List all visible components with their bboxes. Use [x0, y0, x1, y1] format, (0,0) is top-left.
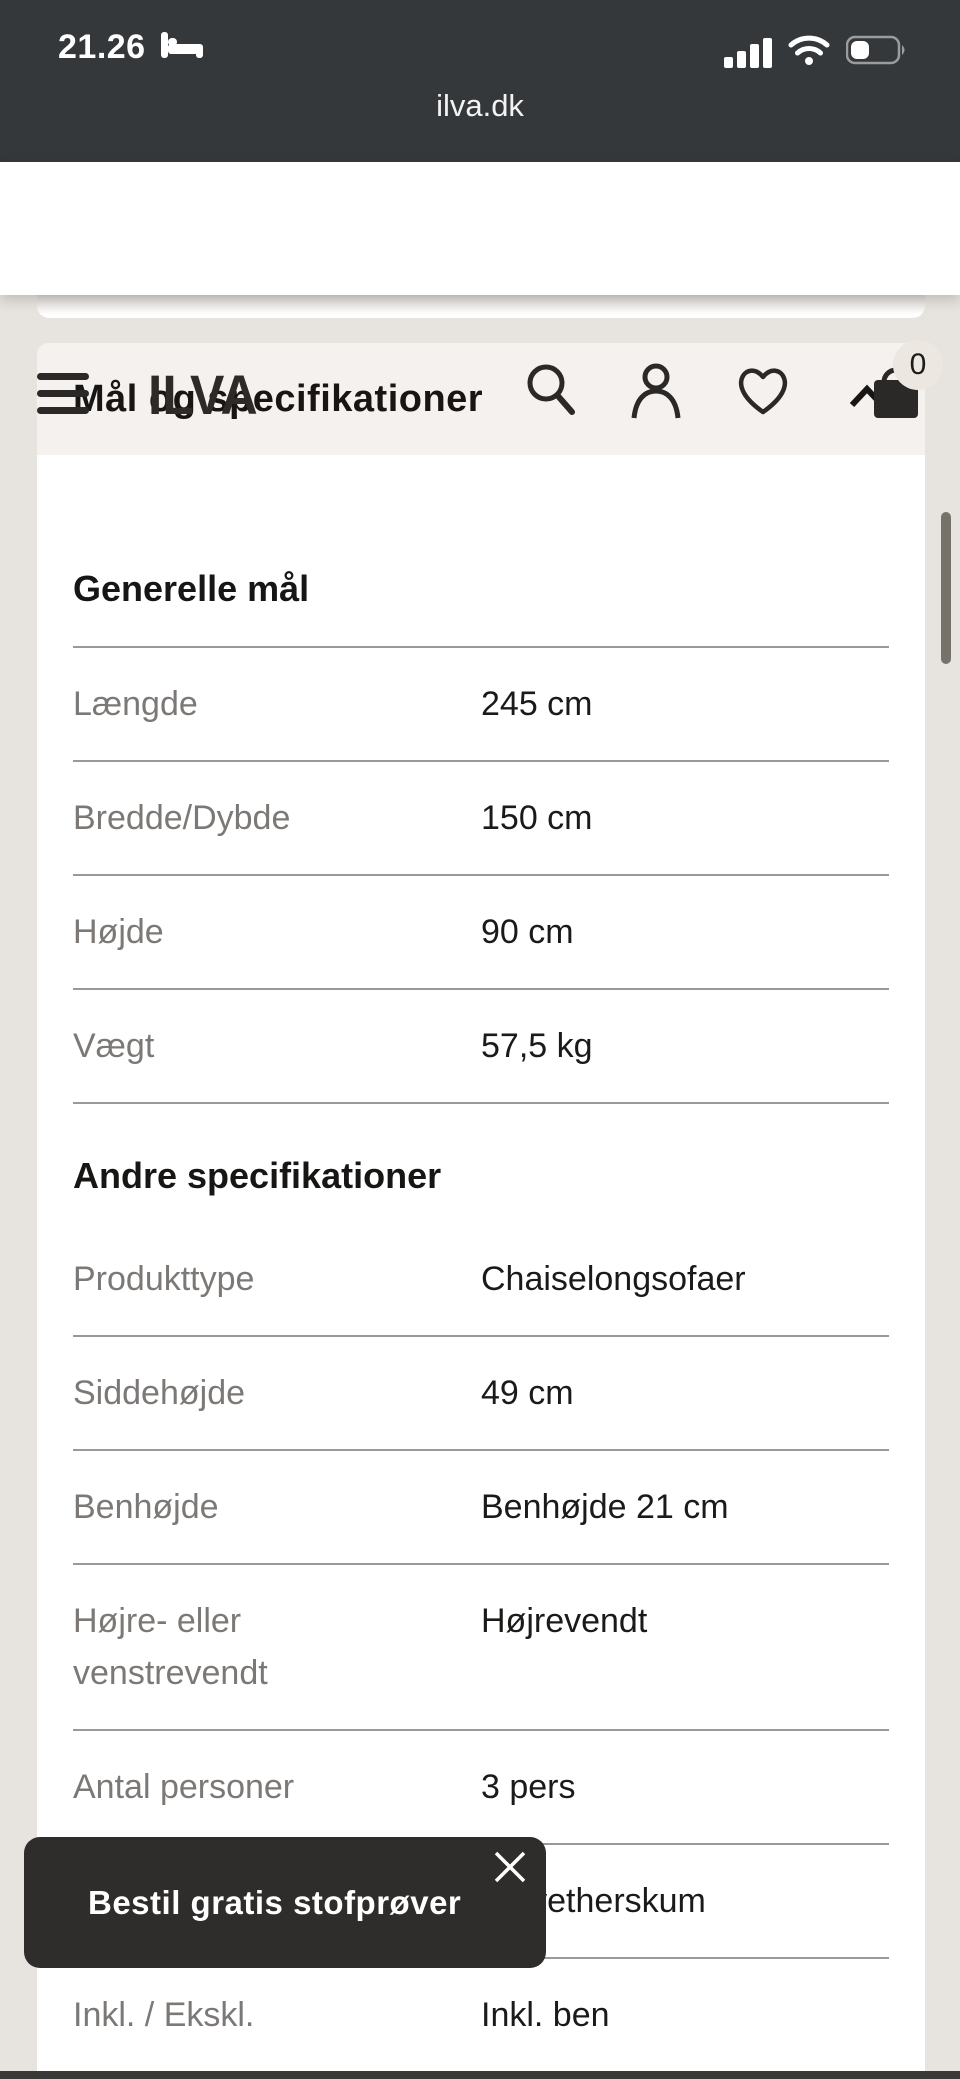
clock: 21.26: [58, 28, 146, 66]
close-icon[interactable]: [492, 1849, 528, 1885]
spec-label: Bredde/Dybde: [73, 799, 291, 837]
spec-rows: Længde 245 cm Bredde/Dybde 150 cm Højde …: [73, 646, 889, 1104]
spec-label: Benhøjde: [73, 1488, 219, 1526]
person-icon[interactable]: [626, 360, 686, 420]
spec-row: Højre- eller venstrevendt Højrevendt: [73, 1565, 889, 1731]
spec-label: Vægt: [73, 1027, 155, 1065]
spec-row: Benhøjde Benhøjde 21 cm: [73, 1451, 889, 1565]
spec-label: Produkttype: [73, 1260, 255, 1298]
page-scrollbar-thumb[interactable]: [941, 512, 951, 664]
spec-section: Andre specifikationer Produkttype Chaise…: [73, 1154, 889, 2073]
fabric-samples-toast[interactable]: Bestil gratis stofprøver: [24, 1837, 546, 1968]
search-icon[interactable]: [521, 360, 581, 420]
spec-value: Højrevendt: [481, 1602, 648, 1640]
spec-rows: Produkttype Chaiselongsofaer Siddehøjde …: [73, 1223, 889, 2073]
spec-row: Produkttype Chaiselongsofaer: [73, 1223, 889, 1337]
bottom-toolbar-edge: [0, 2071, 960, 2079]
status-left: 21.26: [58, 28, 204, 67]
spec-label: Siddehøjde: [73, 1374, 246, 1412]
wifi-icon: [788, 34, 830, 71]
specifications-body: Generelle mål Længde 245 cm Bredde/Dybde…: [37, 567, 925, 2073]
status-bar: 21.26: [0, 0, 960, 162]
spec-value: 3 pers: [481, 1768, 576, 1806]
spec-value: 150 cm: [481, 799, 593, 837]
spec-label: Inkl. / Ekskl.: [73, 1996, 255, 2034]
status-right: [724, 34, 908, 71]
heart-icon[interactable]: [733, 360, 793, 420]
spec-label: Højre- eller venstrevendt: [73, 1602, 268, 1692]
section-heading: Generelle mål: [73, 568, 310, 609]
spec-row: Inkl. / Ekskl. Inkl. ben: [73, 1959, 889, 2073]
spec-label: Antal personer: [73, 1768, 295, 1806]
spec-section: Generelle mål Længde 245 cm Bredde/Dybde…: [73, 567, 889, 1104]
previous-card-bottom: [37, 295, 925, 318]
spec-label: Højde: [73, 913, 164, 951]
ilva-logo[interactable]: ILVA: [148, 363, 258, 426]
accordion-title: Mål og specifikationer: [73, 377, 484, 420]
spec-value: Inkl. ben: [481, 1996, 610, 2034]
spec-row: Antal personer 3 pers: [73, 1731, 889, 1845]
section-heading: Andre specifikationer: [73, 1155, 442, 1196]
bed-sleep-icon: [160, 30, 204, 65]
spec-value: 90 cm: [481, 913, 574, 951]
spec-row: Længde 245 cm: [73, 646, 889, 762]
cart-count-badge: 0: [893, 340, 943, 390]
cellular-signal-icon: [724, 37, 772, 68]
spec-row: Vægt 57,5 kg: [73, 990, 889, 1104]
site-header: ILVA 0: [0, 162, 960, 426]
hamburger-menu-icon[interactable]: [37, 371, 89, 417]
spec-row: Højde 90 cm: [73, 876, 889, 990]
spec-label: Længde: [73, 685, 198, 723]
battery-icon: [845, 35, 908, 70]
spec-row: Bredde/Dybde 150 cm: [73, 762, 889, 876]
spec-value: Benhøjde 21 cm: [481, 1488, 729, 1526]
spec-row: Siddehøjde 49 cm: [73, 1337, 889, 1451]
url-bar[interactable]: ilva.dk: [436, 88, 524, 123]
spec-value: 57,5 kg: [481, 1027, 593, 1065]
specifications-card: Mål og specifikationer Generelle mål Læn…: [37, 343, 925, 2079]
toast-message: Bestil gratis stofprøver: [88, 1883, 462, 1921]
spec-value: Chaiselongsofaer: [481, 1260, 746, 1298]
spec-value: 245 cm: [481, 685, 593, 723]
spec-value: 49 cm: [481, 1374, 574, 1412]
